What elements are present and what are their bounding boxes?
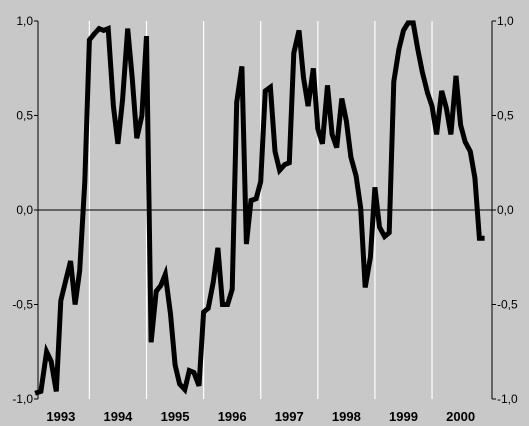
year-label-1999: 1999 bbox=[389, 409, 418, 424]
left-axis: -1,0 -0,5 0,0 0,5 1,0 bbox=[12, 14, 39, 406]
series-group bbox=[34, 20, 485, 396]
series-line-0 bbox=[34, 20, 485, 396]
year-label-1997: 1997 bbox=[275, 409, 304, 424]
right-tick-label-0: -1,0 bbox=[497, 392, 518, 406]
year-label-2000: 2000 bbox=[446, 409, 475, 424]
year-label-1993: 1993 bbox=[46, 409, 75, 424]
year-label-1995: 1995 bbox=[161, 409, 190, 424]
left-tick-label-3: 0,5 bbox=[16, 109, 33, 123]
left-tick-label-0: -1,0 bbox=[12, 392, 33, 406]
right-tick-label-1: -0,5 bbox=[497, 298, 518, 312]
right-tick-label-2: 0,0 bbox=[497, 203, 514, 217]
x-axis-year-labels: 1993 1994 1995 1996 1997 1998 1999 2000 bbox=[46, 409, 475, 424]
left-tick-label-1: -0,5 bbox=[12, 298, 33, 312]
right-tick-label-3: 0,5 bbox=[497, 109, 514, 123]
right-axis: -1,0 -0,5 0,0 0,5 1,0 bbox=[491, 14, 518, 406]
year-label-1998: 1998 bbox=[332, 409, 361, 424]
year-label-1994: 1994 bbox=[103, 409, 133, 424]
left-tick-label-2: 0,0 bbox=[16, 203, 33, 217]
year-label-1996: 1996 bbox=[218, 409, 247, 424]
left-tick-label-4: 1,0 bbox=[16, 14, 33, 28]
right-tick-label-4: 1,0 bbox=[497, 14, 514, 28]
